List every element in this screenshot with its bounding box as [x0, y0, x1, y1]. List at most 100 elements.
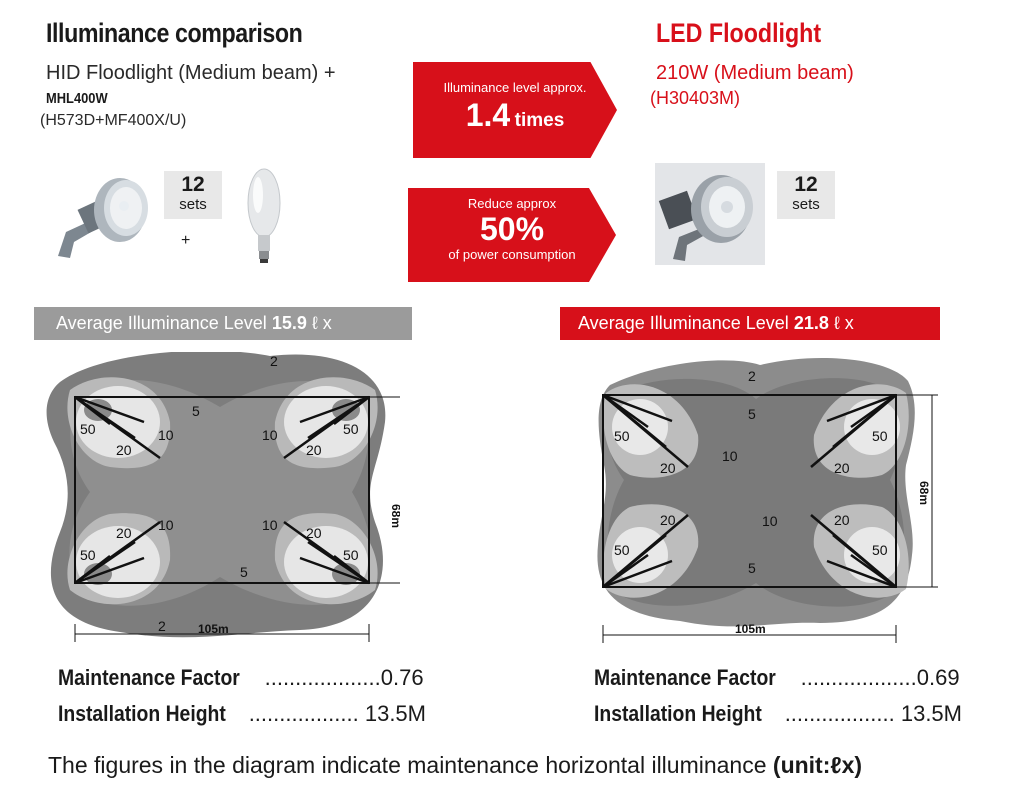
label-20-bl: 20	[116, 525, 132, 541]
label-50-tr-r: 50	[872, 428, 888, 444]
led-average-label: Average Illuminance Level	[578, 313, 789, 333]
illuminance-arrow: Illuminance level approx. 1.4 times	[413, 62, 617, 158]
led-floodlight-image	[655, 163, 765, 265]
label-5-bottom: 5	[240, 564, 248, 580]
led-ih-dots: ..................	[784, 701, 895, 726]
label-2-top: 2	[270, 353, 278, 369]
label-50-tr: 50	[343, 421, 359, 437]
led-maintenance-factor: Maintenance Factor ...................0.6…	[594, 665, 960, 691]
hid-ih-label: Installation Height	[58, 701, 226, 726]
hid-mf-dots: ...................	[264, 665, 381, 690]
label-20-tr: 20	[306, 442, 322, 458]
beam-lines-right	[602, 393, 897, 589]
led-mf-dots: ...................	[800, 665, 917, 690]
page-title: Illuminance comparison	[46, 18, 303, 48]
label-20-bl-r: 20	[660, 512, 676, 528]
led-sets-number: 12	[794, 173, 818, 196]
dimension-lines-left	[74, 396, 400, 642]
led-average-value: 21.8	[793, 313, 829, 333]
illuminance-arrow-label: Illuminance level approx.	[443, 80, 587, 95]
hid-lamp-model: MHL400W	[46, 90, 108, 107]
footer-text: The figures in the diagram indicate main…	[48, 752, 767, 778]
label-2-bottom: 2	[158, 618, 166, 634]
label-20-tr-r: 20	[834, 460, 850, 476]
plus-sign: +	[181, 232, 191, 249]
hid-ih-dots: ..................	[248, 701, 359, 726]
hid-sets-number: 12	[181, 173, 205, 196]
footer-unit: (unit:ℓx)	[772, 752, 863, 778]
hid-installation-height: Installation Height.................. 13…	[58, 701, 426, 727]
dim-height-right: 68m	[917, 481, 931, 505]
led-installation-height: Installation Height.................. 13…	[594, 701, 962, 727]
label-20-tl: 20	[116, 442, 132, 458]
dim-width-left: 105m	[198, 622, 229, 636]
label-5-top-r: 5	[748, 406, 756, 422]
label-5-bottom-r: 5	[748, 560, 756, 576]
hid-product-code: (H573D+MF400X/U)	[40, 112, 187, 129]
label-10-top-r: 10	[722, 448, 738, 464]
illuminance-arrow-unit: times	[514, 110, 565, 131]
label-50-tl-r: 50	[614, 428, 630, 444]
hid-floodlight-image	[58, 178, 148, 258]
led-title: LED Floodlight	[656, 18, 822, 48]
label-50-tl: 50	[80, 421, 96, 437]
hid-mf-label: Maintenance Factor	[58, 665, 240, 690]
hid-mf-value: 0.76	[380, 665, 424, 690]
contour-50-tr	[332, 399, 360, 421]
led-sets-badge: 12 sets	[777, 171, 835, 219]
hid-maintenance-factor: Maintenance Factor ...................0.7…	[58, 665, 424, 691]
hid-product-name: HID Floodlight (Medium beam) +	[46, 62, 336, 84]
label-50-br-r: 50	[872, 542, 888, 558]
label-20-br: 20	[306, 525, 322, 541]
contour-50-tr-r	[844, 399, 900, 455]
led-floodlight-graphic	[658, 175, 753, 261]
power-arrow-label: Reduce approx	[467, 196, 557, 211]
hid-sets-unit: sets	[179, 196, 207, 213]
contour-50-tl	[84, 399, 112, 421]
label-50-bl-r: 50	[614, 542, 630, 558]
led-average-unit: ℓ x	[833, 313, 854, 333]
hid-average-unit: ℓ x	[311, 313, 332, 333]
hid-illuminance-diagram: 2 5 50 20 10 10 50 20 20 10 10 20 50 5 5…	[46, 352, 400, 642]
label-5-top: 5	[192, 403, 200, 419]
label-10-br: 10	[262, 517, 278, 533]
led-illuminance-diagram: 2 5 50 50 10 20 20 20 20 10 50 50 5 105m…	[597, 358, 938, 643]
footer-note: The figures in the diagram indicate main…	[48, 752, 862, 779]
label-10-center-r: 10	[762, 513, 778, 529]
lamp-bulb-image	[247, 168, 281, 263]
led-product-code: (H30403M)	[650, 88, 741, 108]
led-sets-unit: sets	[792, 196, 820, 213]
power-arrow: Reduce approx 50% of power consumption	[408, 188, 616, 282]
beam-lines-left	[74, 395, 370, 585]
contour-labels-right: 2 5 50 50 10 20 20 20 20 10 50 50 5 105m…	[614, 368, 931, 636]
field-outline-left	[74, 396, 370, 584]
dim-height-left: 68m	[389, 504, 400, 528]
hid-ih-value: 13.5M	[364, 701, 426, 726]
led-mf-value: 0.69	[916, 665, 960, 690]
field-outline-right	[602, 394, 897, 588]
label-20-tl-r: 20	[660, 460, 676, 476]
label-10-tr: 10	[262, 427, 278, 443]
led-average-illuminance-bar: Average Illuminance Level 21.8 ℓ x	[560, 307, 940, 340]
hid-sets-badge: 12 sets	[164, 171, 222, 219]
label-50-bl: 50	[80, 547, 96, 563]
led-product-name: 210W (Medium beam)	[656, 62, 854, 84]
label-2-top-r: 2	[748, 368, 756, 384]
contour-labels-left: 2 5 50 20 10 10 50 20 20 10 10 20 50 5 5…	[80, 353, 400, 636]
hid-average-value: 15.9	[271, 313, 307, 333]
label-10-tl: 10	[158, 427, 174, 443]
label-20-br-r: 20	[834, 512, 850, 528]
label-10-bl: 10	[158, 517, 174, 533]
label-50-br: 50	[343, 547, 359, 563]
led-ih-label: Installation Height	[594, 701, 762, 726]
led-mf-label: Maintenance Factor	[594, 665, 776, 690]
dimension-lines-right	[602, 394, 938, 643]
power-arrow-value: 50%	[479, 211, 545, 247]
dim-width-right: 105m	[735, 622, 766, 636]
led-ih-value: 13.5M	[900, 701, 962, 726]
hid-average-label: Average Illuminance Level	[56, 313, 267, 333]
contour-50-br-r	[844, 527, 900, 583]
hid-average-illuminance-bar: Average Illuminance Level 15.9 ℓ x	[34, 307, 412, 340]
power-arrow-sub: of power consumption	[448, 247, 576, 262]
illuminance-arrow-value: 1.4	[465, 97, 511, 133]
